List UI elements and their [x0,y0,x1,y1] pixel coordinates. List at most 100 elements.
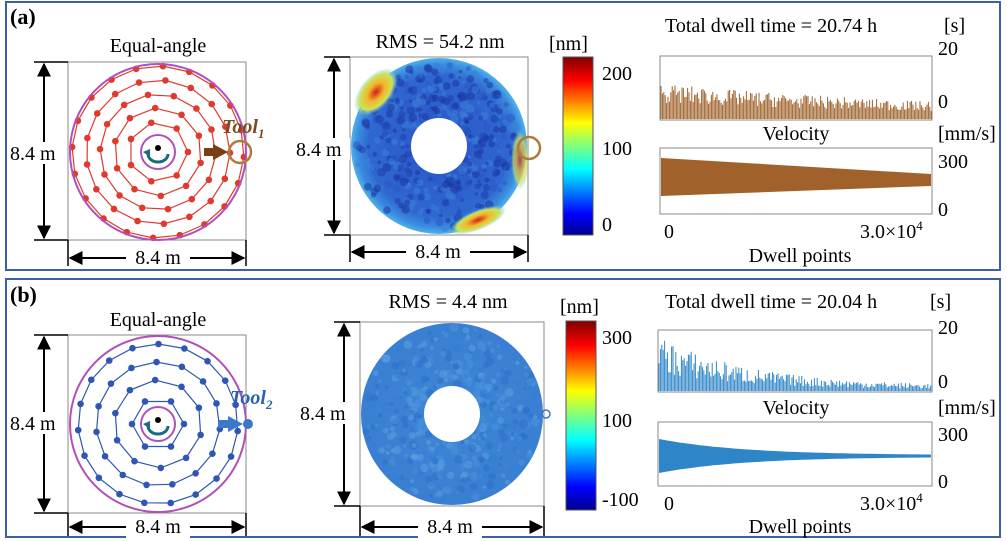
map-speckle [482,168,487,173]
map-speckle [485,88,491,93]
map-speckle [355,161,361,168]
map-speckle [482,134,489,142]
map-speckle [440,350,447,357]
dwell-point [151,104,159,112]
map-speckle [430,68,439,76]
map-speckle [501,473,506,478]
map-speckle [446,471,455,479]
map-speckle [422,357,429,364]
map-speckle [455,193,462,200]
map-speckle [466,169,471,174]
map-speckle [443,332,449,338]
map-speckle [463,352,473,361]
panel-a-map-texture [352,61,525,232]
dwell-point [169,481,176,488]
map-speckle [515,360,520,366]
dwell-point [126,114,134,122]
map-speckle [466,75,475,83]
map-speckle [478,366,484,372]
map-speckle [382,458,389,465]
map-speckle [502,180,508,186]
panel-b-inner-circle [140,406,176,442]
map-speckle [437,210,442,215]
panel-b-label: (b) [10,282,37,307]
dwell-point [113,164,121,172]
dwell-point [234,427,241,435]
map-speckle [487,340,493,346]
map-speckle [375,391,381,397]
map-speckle [377,413,383,418]
map-speckle [445,186,451,192]
path-ring [77,343,239,504]
map-speckle [404,74,409,79]
map-speckle [404,145,408,149]
map-speckle [497,149,501,153]
map-speckle [481,163,487,170]
dwell-point [141,499,148,507]
map-speckle [522,407,530,415]
map-speckle [412,488,419,495]
map-speckle [456,485,465,494]
map-speckle [378,447,385,454]
map-speckle [404,150,412,158]
panel-b-x-tick-start: 0 [664,493,674,515]
map-speckle [473,459,481,467]
map-speckle [370,394,379,402]
path-ring [86,79,231,225]
map-speckle [487,337,492,342]
map-speckle [450,375,456,381]
map-speckle [448,72,455,79]
map-speckle [506,399,510,403]
dwell-point [157,464,165,472]
dwell-bars [660,85,932,119]
map-speckle [458,75,462,80]
dwell-point [112,137,119,145]
map-speckle [439,370,448,378]
panel-a-map-tool-circle [516,135,542,161]
map-speckle [432,62,440,69]
dwell-point [81,452,88,460]
dwell-point [141,398,149,405]
map-speckle [406,106,416,116]
map-speckle [372,369,379,377]
map-speckle [393,395,398,400]
map-speckle [466,161,473,167]
map-speckle [400,133,407,141]
map-speckle [524,372,530,377]
map-speckle [396,436,400,441]
map-speckle [437,459,446,469]
map-speckle [403,453,409,459]
map-speckle [432,336,438,342]
map-speckle [429,455,438,464]
dwell-point [119,471,127,479]
map-speckle [421,341,428,347]
map-speckle [395,475,404,484]
panel-b-dwell-axes [657,329,933,393]
dwell-point [184,148,192,156]
map-speckle [427,85,435,93]
map-speckle [400,141,405,147]
map-speckle [419,107,423,111]
panel-b-cbar-unit: [nm] [560,296,599,318]
panel-b-rotation-icon [146,425,170,436]
map-speckle [440,223,450,232]
map-speckle [382,162,392,172]
dwell-point [221,175,229,183]
map-speckle [385,137,392,144]
map-speckle [460,120,465,126]
map-speckle [527,449,532,454]
map-speckle [386,147,391,152]
map-speckle [486,481,495,490]
panel-b-rotation-arrowhead [143,421,150,429]
map-speckle [401,421,409,429]
map-speckle [521,433,528,440]
dwell-point [144,91,152,99]
map-speckle [398,154,407,164]
map-speckle [481,416,489,424]
dwell-point [126,386,134,394]
map-speckle [376,168,386,177]
map-speckle [386,444,392,450]
map-speckle [416,453,424,461]
map-speckle [369,424,376,430]
map-speckle [468,344,476,352]
